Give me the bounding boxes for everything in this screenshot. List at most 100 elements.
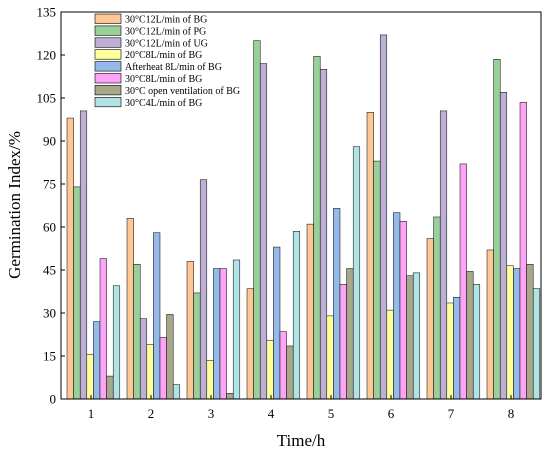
bar-series-8-cat-8 (532, 288, 541, 400)
bar-series-4-cat-8 (506, 265, 514, 400)
bar-series-3-cat-7 (439, 110, 448, 400)
bar-series-4-cat-3 (206, 360, 214, 400)
bar-series-8-cat-7 (472, 284, 481, 400)
y-tick-label: 30 (43, 306, 56, 321)
bar-series-4-cat-2 (146, 344, 154, 400)
x-tick-label: 8 (508, 406, 515, 421)
y-tick-label: 135 (37, 5, 57, 20)
legend-swatch (94, 13, 122, 24)
bar-series-7-cat-5 (346, 268, 354, 400)
bar-series-2-cat-3 (193, 292, 201, 400)
legend-swatch (94, 61, 122, 72)
y-tick-label: 90 (43, 134, 56, 149)
bar-series-3-cat-3 (199, 179, 208, 400)
bar-series-7-cat-6 (406, 275, 414, 400)
y-tick-label: 15 (43, 349, 56, 364)
legend-entry-label: 30°C12L/min of UG (125, 38, 208, 49)
bar-series-2-cat-1 (73, 186, 81, 400)
x-tick-label: 1 (88, 406, 95, 421)
y-tick-label: 60 (43, 220, 56, 235)
x-tick-label: 7 (448, 406, 455, 421)
bar-series-5-cat-2 (153, 232, 161, 400)
x-tick-label: 5 (328, 406, 335, 421)
y-tick-label: 45 (43, 263, 56, 278)
y-tick-label: 105 (37, 91, 57, 106)
bar-series-2-cat-7 (433, 216, 441, 400)
bar-series-4-cat-4 (266, 339, 274, 400)
y-tick-label: 0 (50, 392, 57, 407)
bar-series-2-cat-6 (373, 160, 381, 400)
x-axis-title: Time/h (277, 431, 326, 450)
legend-swatch (94, 49, 122, 60)
x-tick-label: 4 (268, 406, 275, 421)
legend-entry-label: 30°C12L/min of PG (125, 26, 206, 37)
x-tick-label: 2 (148, 406, 155, 421)
bar-series-6-cat-6 (399, 221, 407, 400)
bar-series-4-cat-7 (446, 302, 454, 400)
plot-frame (60, 11, 542, 400)
bar-series-7-cat-4 (286, 345, 294, 400)
bar-series-1-cat-7 (426, 238, 434, 400)
legend-swatch (94, 85, 122, 96)
bar-series-2-cat-2 (133, 264, 141, 400)
x-tick-label: 6 (388, 406, 395, 421)
bar-series-3-cat-4 (259, 63, 268, 400)
bar-series-2-cat-5 (313, 56, 321, 400)
bar-series-8-cat-5 (352, 146, 361, 400)
bar-series-6-cat-4 (279, 331, 287, 400)
bar-series-2-cat-4 (253, 40, 261, 400)
legend-entry-label: Afterheat 8L/min of BG (125, 62, 222, 73)
legend-swatch (94, 97, 122, 108)
bar-series-8-cat-1 (112, 285, 121, 400)
bar-series-6-cat-8 (519, 102, 527, 400)
bar-series-7-cat-7 (466, 271, 474, 400)
legend-entry-label: 30°C12L/min of BG (125, 15, 207, 26)
bar-series-1-cat-3 (186, 261, 194, 400)
bar-series-3-cat-6 (379, 34, 388, 400)
bar-series-7-cat-1 (106, 375, 114, 400)
legend-entry-label: 30°C4L/min of BG (125, 98, 202, 109)
bar-series-5-cat-6 (393, 212, 401, 400)
bar-series-7-cat-2 (166, 314, 174, 400)
bar-series-6-cat-2 (159, 337, 167, 400)
y-axis-ticks: 0 15 30 45 60 75 90 105 120 135 (37, 5, 65, 407)
bar-series-5-cat-8 (513, 268, 521, 400)
y-axis-title: Germination Index/% (5, 131, 24, 279)
legend-entry-label: 30°C open ventilation of BG (125, 86, 240, 97)
bar-series-1-cat-4 (246, 288, 254, 400)
bar-series-6-cat-5 (339, 284, 347, 400)
bar-series-8-cat-6 (412, 272, 421, 400)
bars-group (66, 34, 541, 400)
bar-series-8-cat-2 (172, 384, 181, 400)
bar-series-5-cat-4 (273, 246, 281, 400)
bar-series-6-cat-7 (459, 163, 467, 400)
bar-series-7-cat-3 (226, 393, 234, 400)
bar-series-6-cat-1 (99, 258, 107, 400)
x-tick-label: 3 (208, 406, 215, 421)
bar-series-4-cat-1 (86, 354, 94, 400)
bar-series-1-cat-8 (486, 249, 494, 400)
bar-series-1-cat-6 (366, 112, 374, 400)
bar-series-4-cat-6 (386, 309, 394, 400)
bar-series-5-cat-1 (93, 321, 101, 400)
bar-series-6-cat-3 (219, 268, 227, 400)
y-tick-label: 120 (37, 48, 57, 63)
bar-series-5-cat-3 (213, 268, 221, 400)
bar-series-2-cat-8 (493, 59, 501, 400)
bar-series-8-cat-3 (232, 259, 241, 400)
bar-series-3-cat-2 (139, 318, 148, 400)
bar-series-1-cat-5 (306, 223, 314, 400)
legend-entry-label: 20°C8L/min of BG (125, 50, 202, 61)
bar-series-7-cat-8 (526, 264, 534, 400)
bar-series-3-cat-5 (319, 69, 328, 400)
bar-series-3-cat-1 (79, 110, 88, 400)
bar-series-8-cat-4 (292, 231, 301, 400)
bar-series-1-cat-2 (126, 218, 134, 400)
bar-series-5-cat-5 (333, 208, 341, 400)
y-tick-label: 75 (43, 177, 56, 192)
legend-swatch (94, 37, 122, 48)
legend-swatch (94, 73, 122, 84)
axes-group (60, 11, 542, 400)
